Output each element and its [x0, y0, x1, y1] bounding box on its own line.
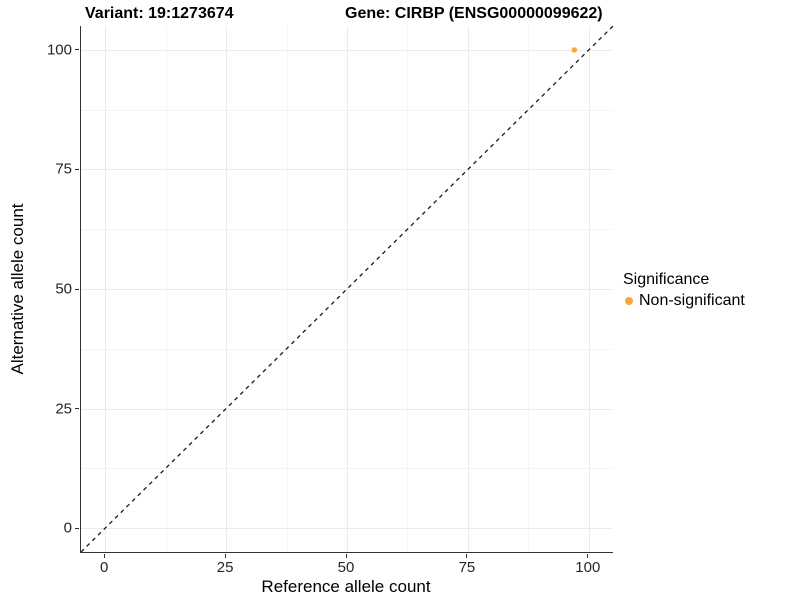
x-axis-title: Reference allele count — [261, 577, 431, 596]
x-tick-mark — [466, 553, 468, 558]
x-tick-mark — [224, 553, 226, 558]
x-tick-mark — [587, 553, 589, 558]
y-tick-label: 75 — [55, 160, 72, 178]
grid-major-horizontal — [81, 408, 613, 410]
grid-major-horizontal — [81, 289, 613, 290]
y-tick-mark — [74, 288, 79, 290]
x-tick-mark — [103, 553, 105, 558]
variant-title: Variant: 19:1273674 — [85, 5, 234, 22]
grid-major-horizontal — [81, 49, 613, 51]
gene-title: Gene: CIRBP (ENSG00000099622) — [345, 5, 603, 22]
plot-canvas — [80, 25, 614, 553]
legend-item-label: Non-significant — [639, 292, 745, 309]
x-tick-label: 75 — [458, 559, 476, 576]
y-tick-mark — [74, 408, 79, 410]
y-axis-title: Alternative allele count — [8, 203, 27, 375]
identity-dashed-line — [80, 25, 614, 553]
y-tick-mark — [74, 527, 79, 529]
x-tick-mark — [345, 553, 347, 558]
y-tick-label: 50 — [55, 280, 72, 298]
legend-point-icon — [625, 297, 633, 305]
legend-item: Non-significant — [621, 292, 745, 310]
y-tick-mark — [74, 49, 79, 51]
legend: Significance Non-significant — [621, 271, 745, 310]
x-tick-label: 25 — [216, 559, 234, 576]
grid-major-horizontal — [81, 169, 613, 171]
data-point — [571, 47, 578, 53]
x-tick-label: 0 — [100, 559, 109, 576]
plot-panel — [80, 25, 614, 553]
grid-major-horizontal — [81, 528, 613, 530]
x-tick-label: 50 — [337, 559, 355, 576]
y-tick-label: 100 — [46, 41, 72, 59]
legend-title: Significance — [623, 271, 710, 288]
y-tick-label: 25 — [55, 400, 72, 418]
y-tick-mark — [74, 168, 79, 170]
y-tick-label: 0 — [63, 519, 72, 537]
x-tick-label: 100 — [575, 559, 601, 576]
